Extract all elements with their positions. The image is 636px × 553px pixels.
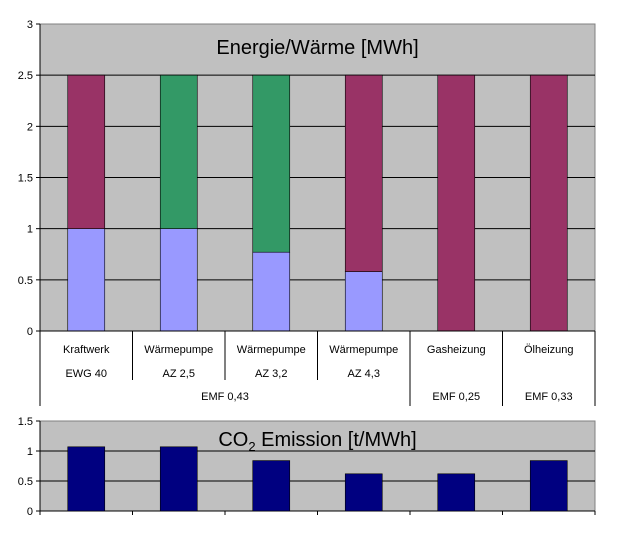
category-sublabel: AZ 2,5 [163, 368, 195, 380]
category-sublabel: AZ 3,2 [255, 368, 287, 380]
bar-segment [67, 228, 106, 332]
bar-segment [159, 74, 198, 229]
bar-segment [344, 74, 383, 272]
chart-title-top: Energie/Wärme [MWh] [216, 37, 418, 59]
category-label: Wärmepumpe [237, 344, 306, 356]
bar-segment [159, 228, 198, 332]
ytick-label-top: 2 [27, 121, 33, 133]
co2-bar [344, 473, 383, 512]
ytick-label-top: 1 [27, 224, 33, 236]
category-sublabel: AZ 4,3 [348, 368, 380, 380]
category-sublabel: EWG 40 [65, 368, 107, 380]
bar-segment [67, 74, 106, 229]
ytick-label-bottom: 1 [27, 446, 33, 458]
group-label: EMF 0,33 [525, 391, 573, 403]
ytick-label-bottom: 1.5 [18, 416, 33, 428]
ytick-label-top: 2.5 [18, 70, 33, 82]
co2-bar [529, 460, 568, 512]
plot-area-bottom [39, 420, 596, 512]
ytick-label-bottom: 0.5 [18, 476, 33, 488]
ytick-label-bottom: 0 [27, 506, 33, 518]
category-label: Wärmepumpe [329, 344, 398, 356]
bar-segment [252, 74, 291, 253]
category-label: Kraftwerk [63, 344, 110, 356]
ytick-label-top: 3 [27, 19, 33, 31]
bar-segment [529, 74, 568, 332]
ytick-label-top: 1.5 [18, 173, 33, 185]
co2-bar [252, 460, 291, 512]
bar-segment [344, 271, 383, 332]
ytick-label-top: 0.5 [18, 275, 33, 287]
group-label: EMF 0,43 [201, 391, 249, 403]
co2-bar [159, 446, 198, 512]
bar-segment [252, 251, 291, 332]
co2-bar [67, 446, 106, 512]
ytick-label-top: 0 [27, 326, 33, 338]
category-label: Wärmepumpe [144, 344, 213, 356]
co2-bar [437, 473, 476, 512]
bar-segment [437, 74, 476, 332]
category-label: Ölheizung [524, 344, 574, 356]
group-label: EMF 0,25 [432, 391, 480, 403]
chart-title-bottom: CO2 Emission [t/MWh] [218, 429, 416, 454]
category-label: Gasheizung [427, 344, 486, 356]
